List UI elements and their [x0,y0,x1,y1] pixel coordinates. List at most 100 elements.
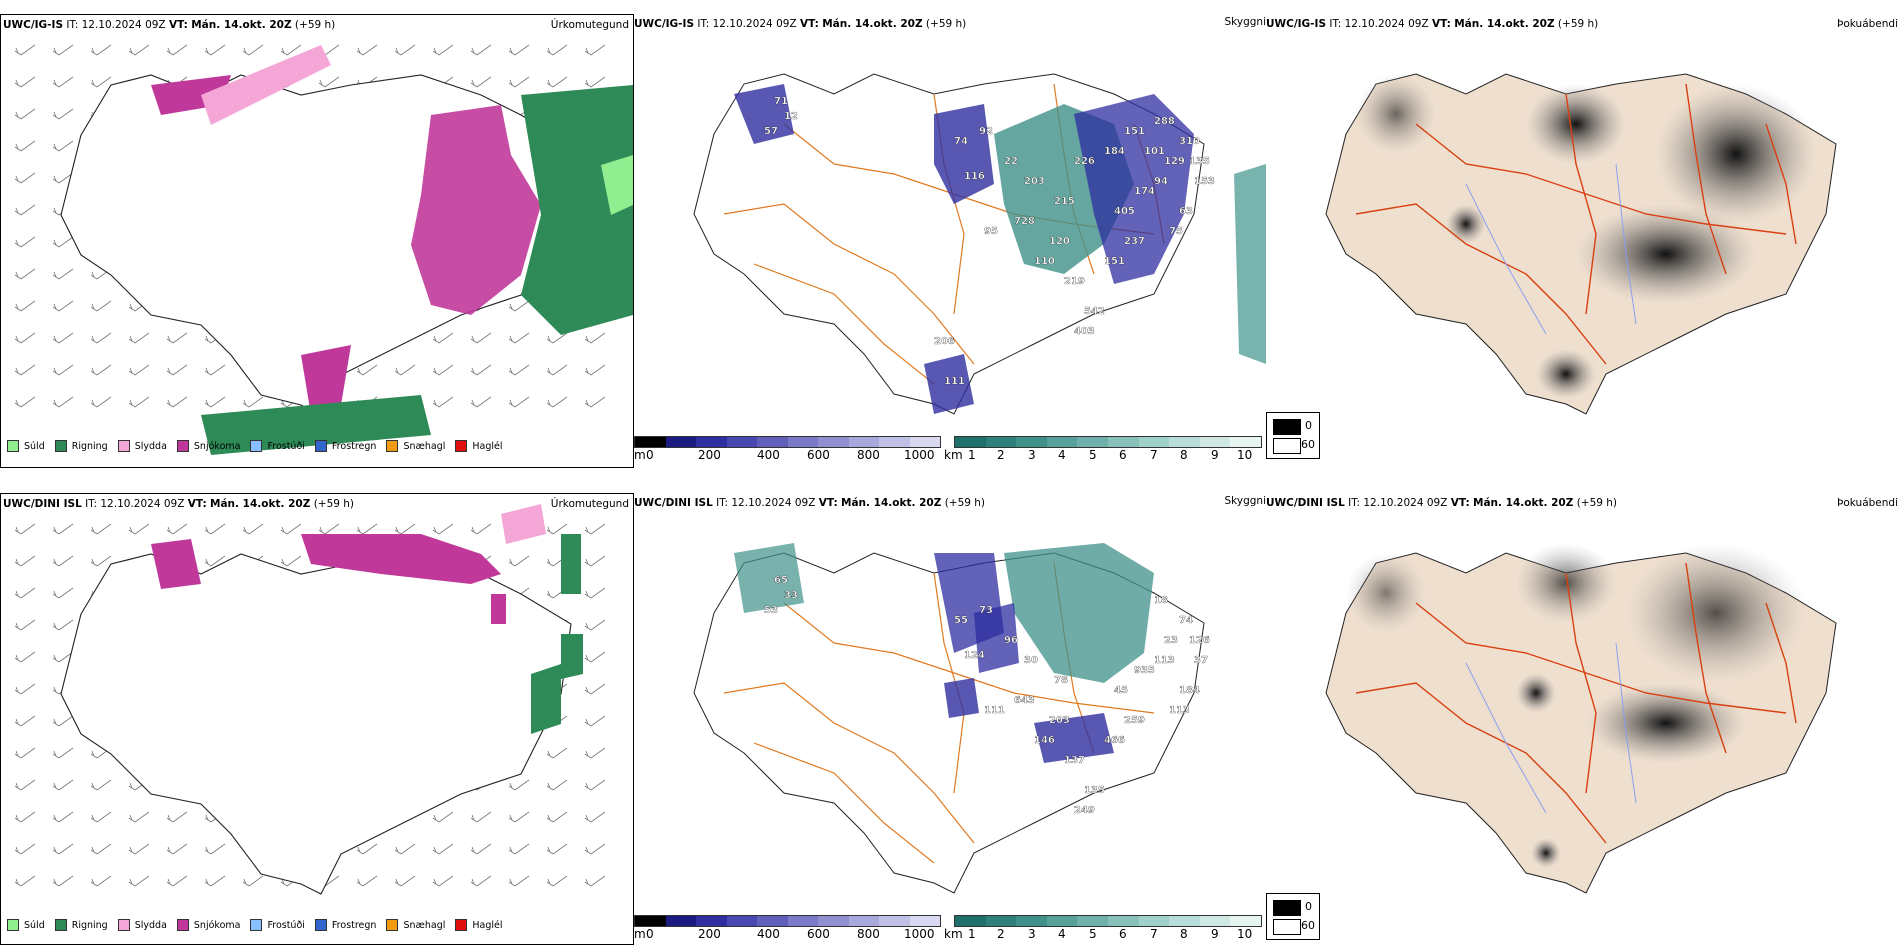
wind-barb [52,747,74,759]
wind-barb [470,523,492,535]
wind-barb [52,268,74,280]
wind-barb [432,332,454,344]
wind-barb [166,332,188,344]
ceiling-value-label: 113 [1154,655,1175,666]
visibility-colorbar-labels: km 1 2 3 4 5 6 7 8 9 10 [944,927,1253,941]
wind-barb [52,76,74,88]
wind-barb [14,140,36,152]
wind-barb [546,76,568,88]
ceiling-value-label: 135 [1084,785,1105,796]
wind-barb [432,44,454,56]
ceiling-value-label: 288 [1154,116,1175,127]
ceiling-value-label: 57 [764,126,778,137]
ceiling-value-label: 129 [1164,156,1185,167]
wind-barb [280,523,302,535]
wind-barb [546,364,568,376]
wind-barb [90,555,112,567]
ceiling-value-label: 22 [1004,156,1018,167]
legend-swatch [386,440,399,452]
ceiling-value-label: 71 [774,96,788,107]
panel-title: UWC/IG-IS IT: 12.10.2024 09Z VT: Mán. 14… [1266,18,1599,30]
wind-barb [204,364,226,376]
panel-variable-name: Skyggni [1224,16,1267,28]
panel-title: UWC/IG-IS IT: 12.10.2024 09Z VT: Mán. 14… [3,19,336,31]
wind-barb [432,364,454,376]
wind-barb [90,875,112,887]
wind-barb [52,843,74,855]
wind-barb [242,44,264,56]
wind-barb [356,875,378,887]
wind-barb [432,523,454,535]
wind-barb [90,364,112,376]
ceiling-colorbar [634,915,941,927]
wind-barb [14,747,36,759]
wind-barb [508,76,530,88]
wind-barb [14,332,36,344]
legend-swatch [7,919,19,931]
legend-swatch [176,440,189,452]
wind-barb [432,875,454,887]
ceiling-value-label: 184 [1104,146,1125,157]
wind-barb [318,523,340,535]
ceiling-value-label: 75 [1169,226,1183,237]
wind-barb [470,44,492,56]
ceiling-value-label: 111 [984,705,1005,716]
ceiling-value-label: 12 [784,111,798,122]
ceiling-value-label: 110 [1034,256,1055,267]
fog-indicator-map [1325,543,1837,894]
wind-barb [584,875,606,887]
wind-barb [508,396,530,408]
wind-barb [90,300,112,312]
panel-title: UWC/DINI ISL IT: 12.10.2024 09Z VT: Mán.… [3,498,355,510]
ceiling-value-label: 63 [1179,206,1193,217]
wind-barb [128,396,150,408]
wind-barb [508,811,530,823]
legend-item: Rigning [54,440,108,452]
wind-barb [432,843,454,855]
wind-barb [470,875,492,887]
wind-barb [14,811,36,823]
wind-barb [470,811,492,823]
ceiling-value-label: 137 [1064,755,1085,766]
ceiling-value-label: 116 [964,171,985,182]
ceiling-value-label: 78 [1054,675,1068,686]
panel-variable-name: Þokuábendi [1837,18,1898,30]
wind-barb [280,44,302,56]
wind-barb [242,396,264,408]
wind-barb [470,843,492,855]
ceiling-value-label: 55 [954,615,968,626]
wind-barb [546,811,568,823]
ceiling-value-label: 146 [1034,735,1055,746]
ceiling-value-label: 23 [1164,635,1178,646]
ceiling-value-label: 405 [1114,206,1135,217]
ceiling-value-label: 249 [1074,805,1095,816]
wind-barb [14,108,36,120]
fog-legend-white-swatch [1273,919,1301,935]
ceiling-value-label: 542 [1084,306,1105,317]
wind-barb [242,875,264,887]
wind-barb [90,396,112,408]
ceiling-value-label: 18 [1154,595,1168,606]
wind-barb [546,332,568,344]
wind-barb [508,555,530,567]
fog-legend-high-label: 60 [1301,438,1315,451]
wind-barb [128,875,150,887]
wind-barb [584,747,606,759]
wind-barb [584,76,606,88]
ceiling-value-label: 153 [1194,176,1215,187]
legend-swatch [455,440,468,452]
wind-barb [14,204,36,216]
legend-item: Súld [7,919,45,931]
legend-swatch [117,440,130,452]
ceiling-visibility-panel-row2: 65 33 53 55 73 96 124 30 643 111 78 203 146 137 466 259… [634,493,1266,943]
wind-barb [52,875,74,887]
panel-variable-name: Þokuábendi [1837,497,1898,509]
wind-barb [546,747,568,759]
ceiling-value-label: 101 [1144,146,1165,157]
legend-item: Haglél [455,919,503,931]
wind-barb [52,587,74,599]
ceiling-value-label: 126 [1189,635,1210,646]
ceiling-visibility-map: 65 33 53 55 73 96 124 30 643 111 78 203 146 137 466 259… [693,543,1210,894]
wind-barb [52,619,74,631]
legend-item: Slydda [117,440,167,452]
